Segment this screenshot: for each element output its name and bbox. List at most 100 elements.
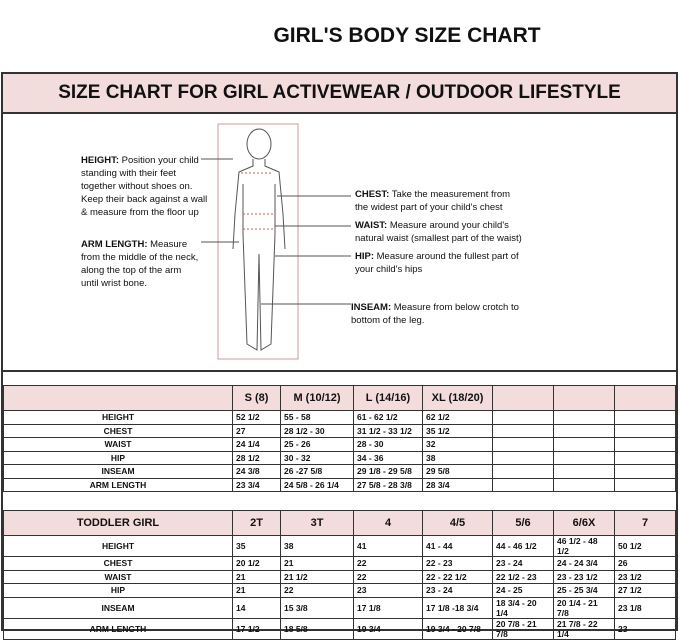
column-header: 4 xyxy=(353,510,423,536)
measurement-figure: HEIGHT: Position your child standing wit… xyxy=(3,114,676,372)
row-label: INSEAM xyxy=(3,596,233,619)
table-cell: 22 xyxy=(280,583,354,598)
table-cell xyxy=(492,450,554,465)
row-label: CHEST xyxy=(3,556,233,571)
table-cell: 62 1/2 xyxy=(422,410,493,425)
table-row: WAIST 24 1/4 25 - 26 28 - 30 32 xyxy=(3,437,676,452)
table-cell xyxy=(492,477,554,492)
table-cell: 25 - 25 3/4 xyxy=(553,583,615,598)
table-cell xyxy=(614,423,676,438)
table-cell: 23 1/2 xyxy=(614,569,676,584)
table-cell: 19 3/4 - 20 7/8 xyxy=(422,617,493,640)
row-label: ARM LENGTH xyxy=(3,617,233,640)
row-label: HIP xyxy=(3,450,233,465)
chest-note: CHEST: Take the measurement from the wid… xyxy=(355,189,511,213)
table-cell: 22 - 23 xyxy=(422,556,493,571)
table-cell: 23 xyxy=(614,617,676,640)
table-cell: 38 xyxy=(422,450,493,465)
table-cell: 23 - 23 1/2 xyxy=(553,569,615,584)
table-cell xyxy=(492,437,554,452)
table-cell: 46 1/2 - 48 1/2 xyxy=(553,535,615,557)
table-cell xyxy=(553,410,615,425)
table-cell: 25 - 26 xyxy=(280,437,354,452)
table-row: CHEST 20 1/2 21 22 22 - 23 23 - 24 24 - 24 3/4… xyxy=(3,556,676,571)
table-row: HEIGHT 35 38 41 41 - 44 44 - 46 1/2 46 1/2 - 4… xyxy=(3,535,676,557)
column-header: 7 xyxy=(614,510,676,536)
table-cell: 18 5/8 xyxy=(280,617,354,640)
row-label: WAIST xyxy=(3,569,233,584)
table-cell: 19 3/4 xyxy=(353,617,423,640)
header-row: S (8) M (10/12) L (14/16) XL (18/20) xyxy=(3,385,676,411)
table-cell: 20 1/4 - 21 7/8 xyxy=(553,596,615,619)
table-cell xyxy=(614,410,676,425)
table-cell: 41 - 44 xyxy=(422,535,493,557)
table-cell: 29 1/8 - 29 5/8 xyxy=(353,464,423,479)
table-cell xyxy=(553,423,615,438)
table-cell xyxy=(553,450,615,465)
table-cell: 28 1/2 - 30 xyxy=(280,423,354,438)
table-cell xyxy=(553,437,615,452)
row-label: CHEST xyxy=(3,423,233,438)
table-cell: 21 xyxy=(232,569,281,584)
column-header: S (8) xyxy=(232,385,281,411)
table-cell: 41 xyxy=(353,535,423,557)
table-cell: 27 1/2 xyxy=(614,583,676,598)
table-cell: 31 1/2 - 33 1/2 xyxy=(353,423,423,438)
table-row: CHEST 27 28 1/2 - 30 31 1/2 - 33 1/2 35 1/2 xyxy=(3,423,676,438)
table-cell: 28 - 30 xyxy=(353,437,423,452)
table-cell xyxy=(553,477,615,492)
table-cell: 17 1/8 xyxy=(353,596,423,619)
column-header: M (10/12) xyxy=(280,385,354,411)
hip-note: HIP: Measure around the fullest part of … xyxy=(355,251,519,275)
table-cell: 24 - 25 xyxy=(492,583,554,598)
table-row: ARM LENGTH 23 3/4 24 5/8 - 26 1/4 27 5/8 - … xyxy=(3,477,676,492)
table-cell: 20 1/2 xyxy=(232,556,281,571)
table-cell: 23 - 24 xyxy=(492,556,554,571)
toddler-size-table: TODDLER GIRL 2T 3T 4 4/5 5/6 6/6X 7 HEIGHT 35 38 41… xyxy=(3,510,676,640)
table-row: HIP 21 22 23 23 - 24 24 - 25 25 - 25 3/4 27 1/2 xyxy=(3,583,676,598)
table-cell: 21 1/2 xyxy=(280,569,354,584)
table-cell: 35 1/2 xyxy=(422,423,493,438)
header-row: TODDLER GIRL 2T 3T 4 4/5 5/6 6/6X 7 xyxy=(3,510,676,536)
table-cell: 23 3/4 xyxy=(232,477,281,492)
inseam-note: INSEAM: Measure from below crotch to bot… xyxy=(351,302,519,326)
column-header xyxy=(553,385,615,411)
table-cell: 22 xyxy=(353,556,423,571)
height-note: HEIGHT: Position your child standing wit… xyxy=(81,155,208,218)
table-cell: 28 3/4 xyxy=(422,477,493,492)
table-row: INSEAM 14 15 3/8 17 1/8 17 1/8 -18 3/4 18 3/4… xyxy=(3,596,676,619)
table-cell: 23 xyxy=(353,583,423,598)
table-cell: 14 xyxy=(232,596,281,619)
table-cell: 21 7/8 - 22 1/4 xyxy=(553,617,615,640)
table-row: ARM LENGTH 17 1/2 18 5/8 19 3/4 19 3/4 - 20 … xyxy=(3,617,676,640)
arm-length-note: ARM LENGTH: Measure from the middle of t… xyxy=(81,239,199,289)
table-cell xyxy=(614,437,676,452)
size-chart-frame: SIZE CHART FOR GIRL ACTIVEWEAR / OUTDOOR… xyxy=(1,72,678,640)
column-header xyxy=(3,385,233,411)
row-label: HEIGHT xyxy=(3,535,233,557)
column-header: 2T xyxy=(232,510,281,536)
table-cell: 27 xyxy=(232,423,281,438)
table-cell: 23 1/8 xyxy=(614,596,676,619)
table-cell: 24 5/8 - 26 1/4 xyxy=(280,477,354,492)
table-cell xyxy=(553,464,615,479)
row-label: WAIST xyxy=(3,437,233,452)
table-cell: 24 1/4 xyxy=(232,437,281,452)
table-cell: 26 -27 5/8 xyxy=(280,464,354,479)
table-cell: 38 xyxy=(280,535,354,557)
table-cell: 22 xyxy=(353,569,423,584)
table-cell: 50 1/2 xyxy=(614,535,676,557)
column-header: L (14/16) xyxy=(353,385,423,411)
table-cell xyxy=(614,477,676,492)
waist-note: WAIST: Measure around your child's natur… xyxy=(355,220,522,244)
table-cell: 18 3/4 - 20 1/4 xyxy=(492,596,554,619)
table-row: HIP 28 1/2 30 - 32 34 - 36 38 xyxy=(3,450,676,465)
row-label: ARM LENGTH xyxy=(3,477,233,492)
table-cell: 28 1/2 xyxy=(232,450,281,465)
column-header: 6/6X xyxy=(553,510,615,536)
table-cell: 20 7/8 - 21 7/8 xyxy=(492,617,554,640)
table-cell: 22 1/2 - 23 xyxy=(492,569,554,584)
table-cell: 17 1/2 xyxy=(232,617,281,640)
table-cell: 27 5/8 - 28 3/8 xyxy=(353,477,423,492)
table-cell: 26 xyxy=(614,556,676,571)
